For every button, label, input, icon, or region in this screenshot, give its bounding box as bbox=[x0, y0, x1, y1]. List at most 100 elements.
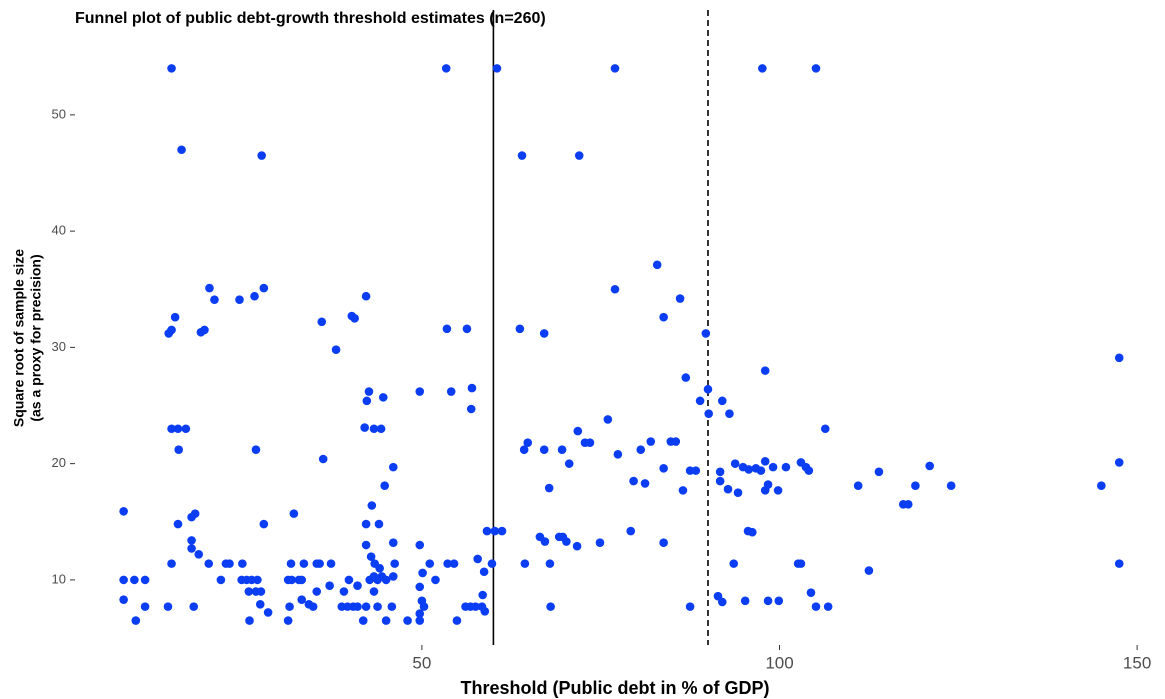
point bbox=[760, 486, 770, 495]
point bbox=[364, 387, 374, 396]
point bbox=[189, 602, 199, 611]
point bbox=[701, 329, 711, 338]
point bbox=[317, 317, 327, 327]
point bbox=[173, 424, 183, 434]
point bbox=[425, 559, 435, 568]
point bbox=[585, 438, 595, 448]
point bbox=[375, 563, 384, 573]
point bbox=[823, 602, 833, 611]
point bbox=[256, 587, 266, 596]
point bbox=[479, 567, 489, 577]
point bbox=[781, 462, 791, 472]
point bbox=[415, 582, 425, 592]
point bbox=[449, 559, 459, 568]
point bbox=[773, 486, 783, 495]
point bbox=[659, 312, 668, 322]
point bbox=[390, 559, 400, 568]
x-tick-label: 100 bbox=[765, 653, 793, 672]
point bbox=[381, 575, 391, 585]
point bbox=[174, 445, 184, 454]
point bbox=[361, 602, 371, 611]
point bbox=[760, 457, 770, 466]
point bbox=[187, 512, 196, 522]
point bbox=[259, 283, 269, 293]
point bbox=[715, 467, 725, 477]
point bbox=[360, 423, 369, 432]
point bbox=[903, 500, 913, 509]
point bbox=[758, 64, 767, 73]
point bbox=[380, 481, 389, 491]
point bbox=[636, 445, 646, 454]
point bbox=[520, 559, 530, 568]
point bbox=[540, 537, 550, 546]
point bbox=[471, 602, 480, 611]
point bbox=[1114, 559, 1124, 568]
point bbox=[130, 575, 139, 585]
point bbox=[864, 566, 874, 575]
point bbox=[1114, 458, 1124, 467]
point bbox=[361, 291, 371, 301]
point bbox=[462, 324, 472, 334]
point bbox=[675, 294, 685, 303]
point bbox=[194, 550, 204, 559]
point bbox=[167, 64, 176, 73]
point bbox=[366, 552, 376, 561]
point bbox=[315, 559, 324, 568]
point bbox=[167, 424, 176, 434]
point bbox=[756, 466, 766, 475]
point bbox=[820, 424, 830, 434]
y-tick-label: 20 bbox=[52, 455, 66, 470]
point bbox=[388, 538, 398, 547]
point bbox=[774, 596, 784, 606]
point bbox=[546, 602, 555, 611]
point bbox=[804, 466, 814, 475]
point bbox=[286, 559, 296, 568]
point bbox=[344, 575, 354, 585]
point bbox=[326, 559, 336, 568]
point bbox=[473, 554, 482, 564]
point bbox=[730, 459, 740, 468]
point bbox=[740, 596, 750, 606]
point bbox=[572, 541, 582, 551]
point bbox=[131, 616, 141, 625]
point bbox=[441, 64, 451, 73]
point bbox=[369, 424, 379, 434]
point bbox=[259, 519, 269, 529]
point bbox=[173, 519, 183, 529]
x-tick-label: 50 bbox=[412, 653, 431, 672]
y-axis-title: (as a proxy for precision) bbox=[28, 254, 44, 421]
point bbox=[652, 260, 662, 270]
point bbox=[1114, 353, 1124, 363]
point bbox=[646, 437, 656, 446]
point bbox=[167, 325, 176, 335]
point bbox=[629, 476, 638, 486]
point bbox=[415, 609, 425, 618]
point bbox=[544, 483, 554, 493]
point bbox=[378, 393, 388, 402]
point bbox=[369, 587, 379, 596]
point bbox=[418, 568, 427, 578]
point bbox=[515, 324, 525, 334]
point bbox=[723, 484, 733, 494]
point bbox=[287, 575, 297, 585]
point bbox=[388, 462, 398, 472]
point bbox=[480, 606, 490, 616]
point bbox=[263, 608, 273, 617]
point bbox=[297, 595, 307, 604]
point bbox=[595, 538, 605, 547]
point bbox=[613, 450, 623, 459]
point bbox=[289, 509, 299, 518]
point bbox=[253, 575, 262, 585]
point bbox=[678, 486, 688, 495]
point bbox=[167, 559, 176, 568]
point bbox=[257, 151, 266, 160]
point bbox=[467, 383, 477, 393]
point bbox=[659, 463, 668, 473]
point bbox=[361, 519, 371, 529]
point bbox=[659, 538, 668, 547]
y-tick-label: 50 bbox=[52, 106, 66, 121]
point bbox=[376, 424, 386, 434]
point bbox=[350, 314, 359, 323]
point bbox=[811, 64, 821, 73]
